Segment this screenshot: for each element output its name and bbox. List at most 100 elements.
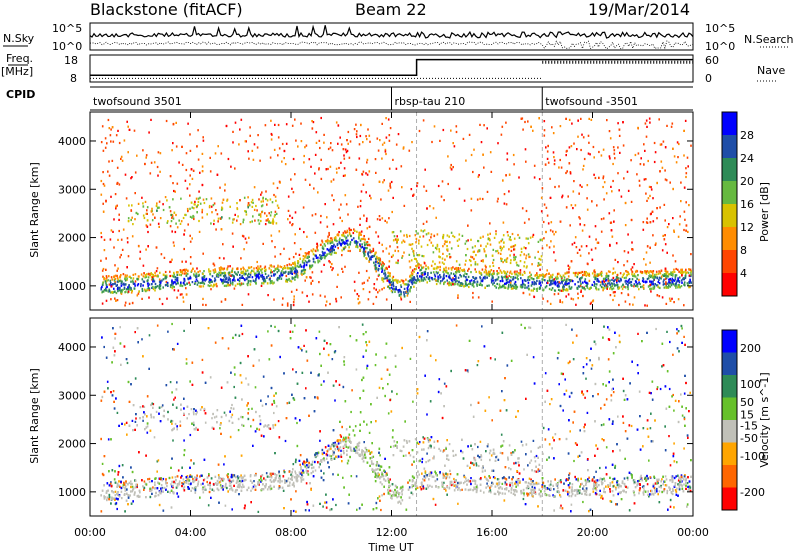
range-cell bbox=[294, 271, 296, 274]
range-cell bbox=[444, 240, 446, 243]
range-cell bbox=[648, 185, 651, 188]
range-cell bbox=[630, 200, 633, 203]
range-cell bbox=[600, 274, 603, 278]
range-cell bbox=[533, 282, 535, 285]
range-cell bbox=[500, 275, 503, 278]
range-cell bbox=[362, 170, 365, 173]
range-cell bbox=[312, 260, 315, 263]
range-cell bbox=[665, 281, 667, 284]
range-cell bbox=[357, 302, 360, 305]
range-cell bbox=[331, 194, 333, 197]
range-cell bbox=[584, 288, 586, 291]
range-cell bbox=[194, 270, 196, 273]
range-cell bbox=[464, 280, 467, 283]
range-cell bbox=[558, 281, 561, 284]
range-cell bbox=[333, 237, 336, 240]
range-cell bbox=[317, 259, 319, 262]
range-cell bbox=[269, 282, 272, 285]
range-cell bbox=[664, 219, 666, 222]
range-cell bbox=[680, 271, 682, 274]
range-cell bbox=[547, 222, 550, 225]
range-cell bbox=[578, 248, 581, 251]
range-cell bbox=[450, 268, 453, 271]
range-cell bbox=[232, 141, 234, 144]
range-cell bbox=[683, 304, 685, 307]
range-cell bbox=[294, 118, 296, 121]
range-cell bbox=[683, 186, 686, 189]
range-cell bbox=[472, 296, 474, 299]
range-cell bbox=[272, 218, 274, 221]
range-cell bbox=[377, 262, 379, 265]
range-cell bbox=[265, 197, 267, 201]
range-cell bbox=[437, 278, 440, 281]
range-cell bbox=[428, 279, 431, 282]
range-cell bbox=[562, 289, 564, 292]
range-cell bbox=[341, 249, 343, 252]
range-cell bbox=[271, 201, 274, 204]
range-cell bbox=[146, 212, 148, 215]
range-cell bbox=[490, 281, 493, 284]
range-cell bbox=[574, 204, 577, 207]
range-cell bbox=[355, 241, 358, 244]
range-cell bbox=[314, 172, 316, 175]
range-cell bbox=[289, 279, 291, 282]
range-cell bbox=[178, 219, 180, 222]
range-cell bbox=[687, 271, 690, 274]
range-cell bbox=[681, 281, 683, 284]
range-cell bbox=[510, 276, 512, 279]
range-cell bbox=[456, 280, 458, 283]
range-cell bbox=[381, 243, 383, 246]
range-cell bbox=[560, 279, 563, 282]
range-cell bbox=[362, 183, 365, 186]
range-cell bbox=[243, 196, 246, 199]
range-cell bbox=[150, 275, 153, 279]
range-cell bbox=[266, 214, 268, 217]
freq-label: Freq. bbox=[6, 52, 33, 65]
range-cell bbox=[333, 248, 335, 252]
range-cell bbox=[197, 281, 200, 284]
range-cell bbox=[623, 272, 625, 275]
range-cell bbox=[461, 282, 463, 285]
range-cell bbox=[580, 290, 582, 293]
range-cell bbox=[517, 272, 520, 275]
range-cell bbox=[657, 285, 659, 288]
range-cell bbox=[375, 231, 377, 234]
range-cell bbox=[583, 287, 585, 290]
range-cell bbox=[332, 178, 335, 181]
range-cell bbox=[123, 282, 125, 285]
range-cell bbox=[381, 269, 384, 272]
range-cell bbox=[301, 291, 304, 294]
range-cell bbox=[341, 234, 343, 237]
range-cell bbox=[186, 282, 188, 285]
range-cell bbox=[123, 286, 126, 289]
range-cell bbox=[316, 247, 318, 250]
range-cell bbox=[176, 276, 178, 279]
range-cell bbox=[266, 199, 269, 202]
range-cell bbox=[291, 266, 294, 269]
range-cell bbox=[660, 275, 663, 278]
range-cell bbox=[608, 130, 611, 133]
range-cell bbox=[345, 237, 347, 240]
range-cell bbox=[210, 222, 212, 225]
range-cell bbox=[236, 273, 238, 276]
range-cell bbox=[309, 276, 311, 279]
range-cell bbox=[474, 261, 477, 264]
noise-right-tick-high: 10^5 bbox=[705, 22, 735, 35]
range-cell bbox=[420, 264, 422, 267]
range-cell bbox=[403, 240, 406, 243]
range-cell bbox=[343, 235, 346, 238]
range-cell bbox=[310, 282, 312, 285]
range-cell bbox=[643, 258, 645, 261]
range-cell bbox=[590, 118, 593, 121]
range-cell bbox=[272, 220, 275, 223]
range-cell bbox=[677, 286, 679, 289]
range-cell bbox=[382, 264, 384, 267]
range-cell bbox=[673, 268, 675, 271]
range-cell bbox=[456, 282, 459, 286]
range-cell bbox=[181, 293, 183, 296]
range-cell bbox=[453, 278, 456, 281]
range-cell bbox=[156, 275, 158, 278]
range-cell bbox=[269, 280, 272, 283]
range-cell bbox=[396, 240, 398, 243]
range-cell bbox=[261, 191, 263, 194]
